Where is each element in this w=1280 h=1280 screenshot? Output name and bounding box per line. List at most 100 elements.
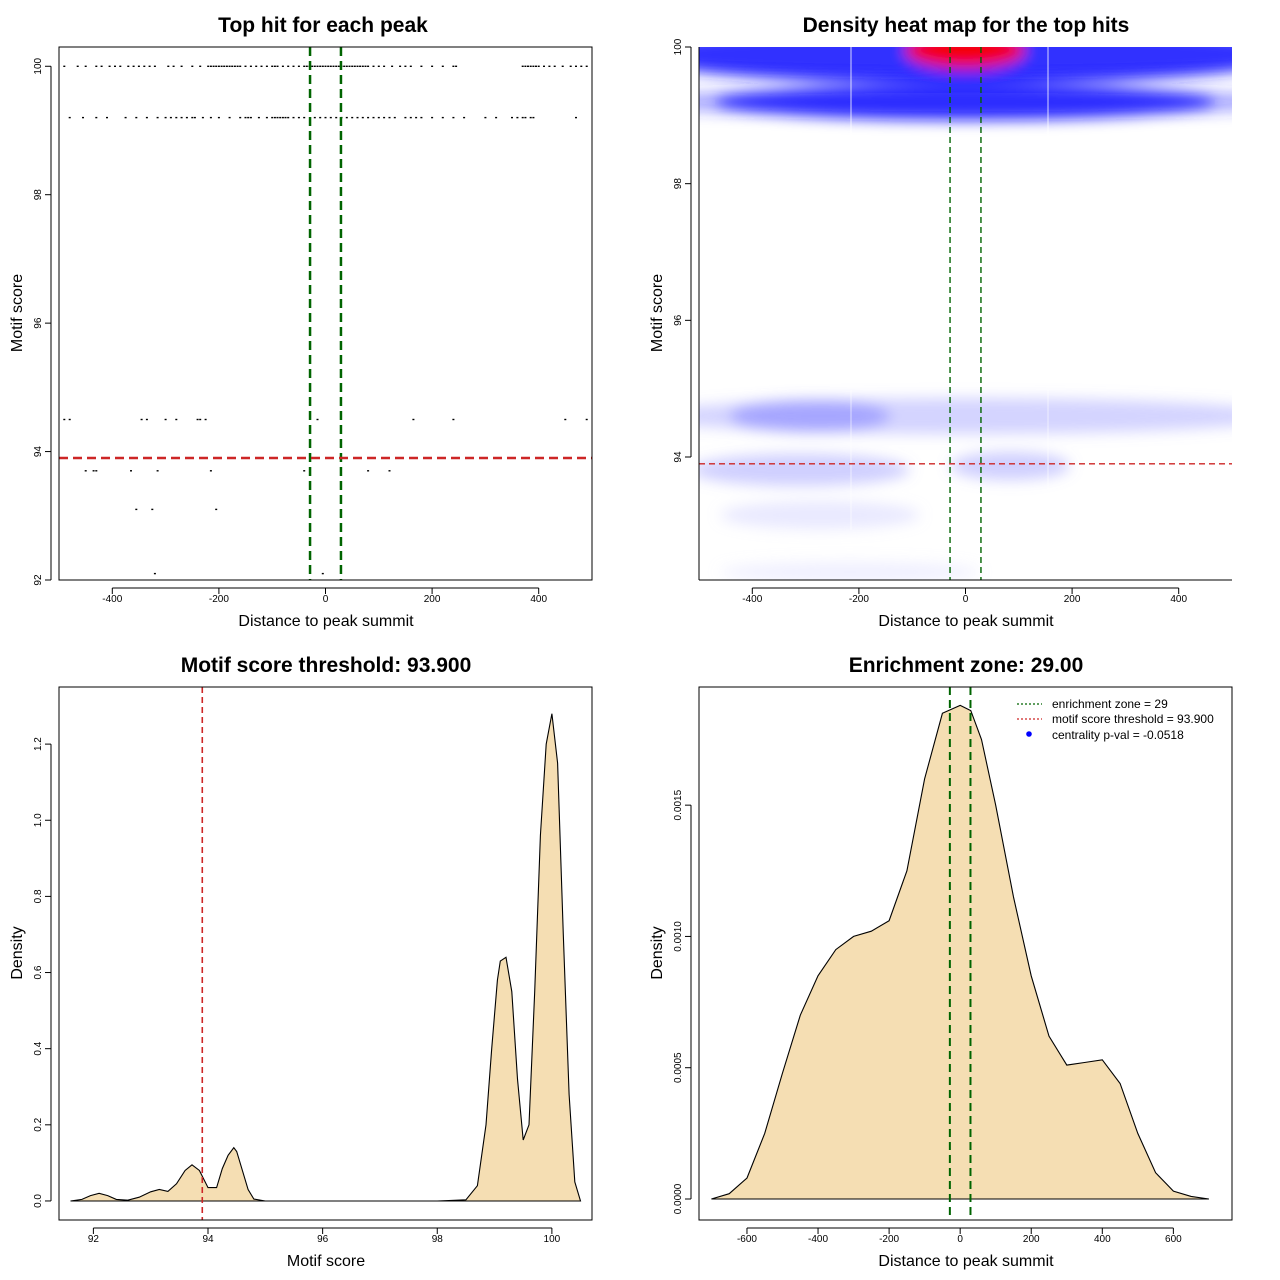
top-hit-point	[265, 116, 268, 119]
y-tick-label: 0.0005	[673, 1052, 684, 1083]
top-hit-point	[455, 65, 458, 67]
y-tick-label: 94	[673, 451, 684, 463]
top-hit-point	[180, 65, 183, 67]
top-hit-point	[356, 65, 359, 67]
top-hit-point	[76, 65, 79, 67]
top-hit-point	[143, 65, 146, 67]
top-hit-point	[580, 65, 583, 67]
heatmap-tile-seams	[850, 47, 1049, 530]
top-hit-point	[569, 65, 572, 67]
top-hit-point	[431, 116, 434, 119]
y-tick-label: 1.0	[33, 813, 44, 827]
panel-enrichment-density: Enrichment zone: 29.00 -600 -400 -200 0 200 4…	[649, 654, 1233, 1270]
y-tick-label: 94	[33, 446, 44, 458]
top-hit-point	[367, 470, 370, 472]
top-hit-point	[361, 65, 364, 67]
heatmap-band-93-1	[720, 501, 920, 529]
top-hit-point	[409, 65, 412, 67]
top-hit-point	[319, 116, 322, 119]
top-hit-point	[199, 418, 202, 421]
panel4-reference-lines	[948, 687, 972, 1220]
y-tick-label: 0.8	[33, 889, 44, 903]
top-hit-point	[137, 65, 140, 67]
top-hit-point	[367, 65, 370, 67]
top-hit-point	[164, 116, 167, 119]
panel4-y-axis: 0.0000 0.0005 0.0010 0.0015	[673, 789, 692, 1214]
top-hit-point	[484, 116, 487, 119]
panel4-plot-frame	[698, 686, 1233, 1221]
top-hit-point	[316, 65, 319, 67]
top-hit-point	[239, 116, 242, 119]
top-hit-point	[388, 116, 391, 119]
legend-swatch-centrality	[1026, 731, 1032, 737]
top-hit-point	[284, 116, 287, 119]
panel2-x-axis: -400 -200 0 200 400	[742, 587, 1187, 605]
panel3-plot-frame	[58, 686, 593, 1221]
top-hit-point	[377, 65, 380, 67]
top-hit-point	[327, 65, 330, 67]
top-hit-point	[412, 418, 415, 421]
top-hit-point	[372, 116, 375, 119]
top-hit-point	[276, 116, 279, 119]
top-hit-point	[106, 116, 108, 119]
top-hit-point	[367, 116, 370, 119]
top-hit-point	[279, 116, 282, 119]
top-hit-point	[383, 65, 386, 67]
top-hit-point	[145, 116, 148, 119]
top-hit-point	[292, 65, 295, 67]
top-hit-point	[167, 65, 170, 67]
top-hit-point	[305, 65, 308, 67]
top-hit-point	[463, 116, 466, 119]
top-hit-point	[231, 65, 234, 67]
top-hit-point	[119, 65, 122, 67]
top-hit-point	[329, 116, 332, 119]
y-tick-label: 0.2	[33, 1117, 44, 1131]
top-hit-point	[303, 116, 306, 119]
top-hit-point	[521, 116, 524, 119]
legend-label-enrichment: enrichment zone = 29	[1052, 697, 1168, 711]
top-hit-point	[316, 418, 319, 421]
panel4-legend: enrichment zone = 29 motif score thresho…	[1017, 697, 1214, 742]
panel2-y-label: Motif score	[649, 274, 666, 352]
top-hit-point	[351, 65, 354, 67]
panel4-x-label: Distance to peak summit	[878, 1253, 1054, 1270]
x-tick-label: 0	[323, 594, 329, 605]
top-hit-point	[92, 470, 95, 472]
top-hit-point	[337, 65, 340, 67]
top-hit-point	[319, 65, 322, 67]
top-hit-point	[191, 116, 194, 119]
y-tick-label: 0.0010	[673, 921, 684, 952]
panel-score-density: Motif score threshold: 93.900 92 94 96 98 10…	[9, 654, 593, 1270]
top-hit-point	[409, 116, 412, 119]
panel2-y-axis: 94 96 98 100	[673, 38, 692, 463]
top-hit-point	[553, 65, 556, 67]
panel3-x-axis: 92 94 96 98 100	[88, 1227, 561, 1245]
top-hit-point	[140, 418, 143, 421]
panel4-x-axis: -600 -400 -200 0 200 400 600	[737, 1227, 1182, 1245]
top-hit-point	[196, 418, 199, 421]
heatmap-blob-94-5-left	[730, 400, 890, 432]
y-tick-label: 1.2	[33, 737, 44, 751]
top-hit-point	[359, 65, 362, 67]
top-hit-point	[351, 116, 354, 119]
panel-density-heatmap: Density heat map for the top hits	[649, 14, 1232, 630]
top-hit-point	[233, 65, 236, 67]
x-tick-label: 98	[432, 1234, 444, 1245]
x-tick-label: -400	[102, 594, 122, 605]
top-hit-point	[303, 470, 306, 472]
top-hit-point	[377, 116, 380, 119]
top-hit-point	[193, 116, 196, 119]
top-hit-point	[361, 116, 364, 119]
top-hit-point	[236, 65, 239, 67]
top-hit-point	[527, 65, 529, 67]
panel1-points	[63, 65, 588, 575]
x-tick-label: -600	[737, 1234, 757, 1245]
x-tick-label: -400	[808, 1234, 828, 1245]
x-tick-label: 200	[1064, 594, 1081, 605]
top-hit-point	[564, 418, 567, 421]
x-tick-label: -200	[849, 594, 869, 605]
top-hit-point	[175, 418, 178, 421]
top-hit-point	[63, 418, 66, 421]
top-hit-point	[153, 572, 156, 575]
